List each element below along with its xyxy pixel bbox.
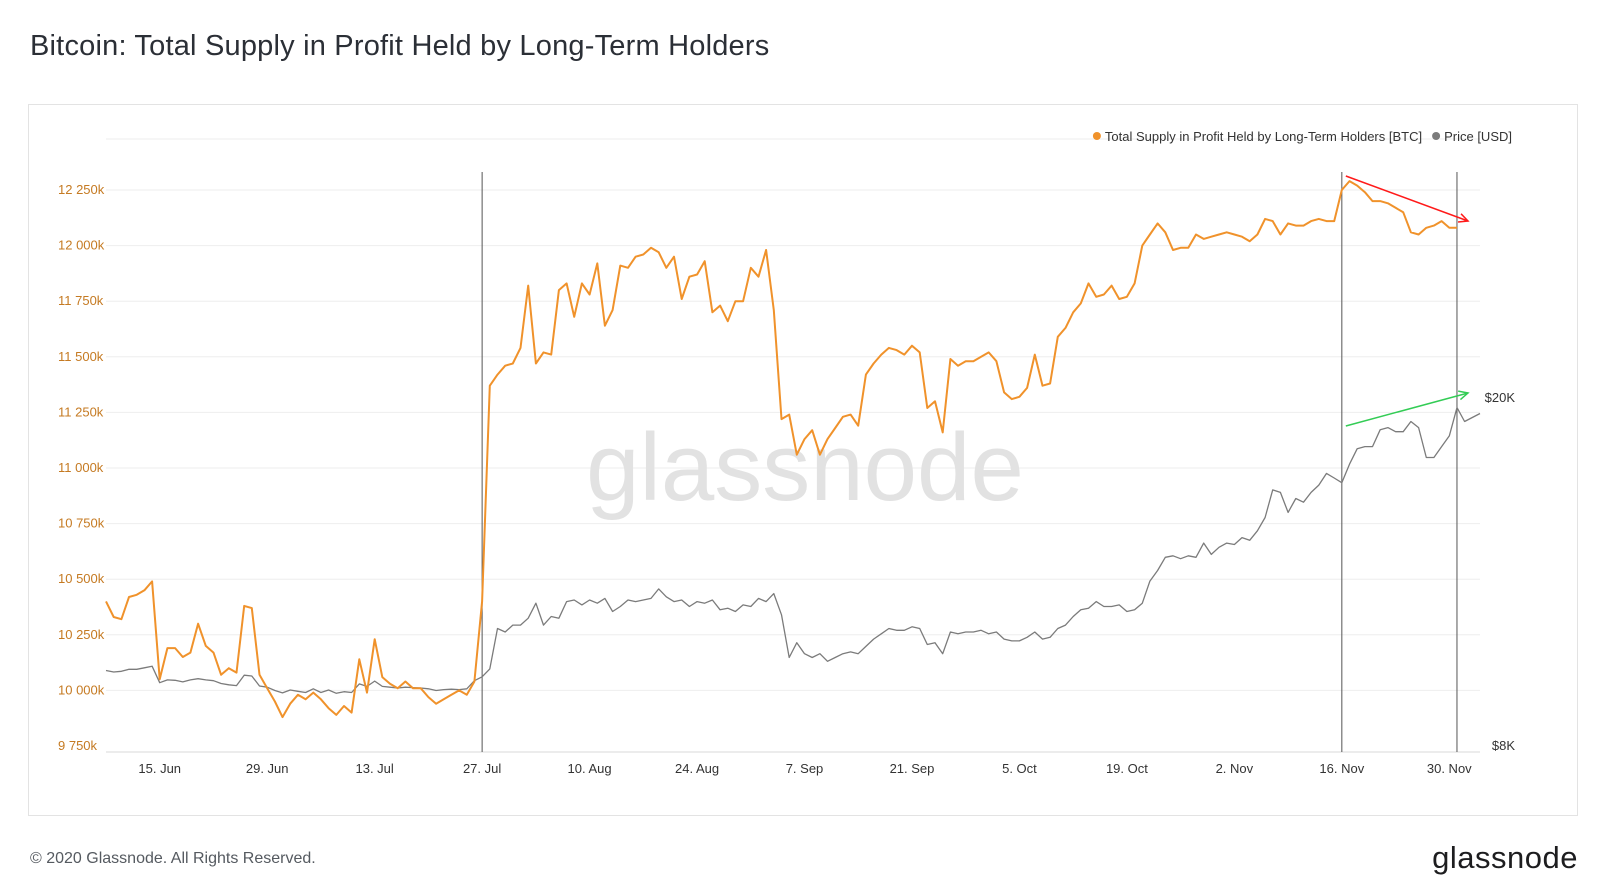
- x-axis-tick-label: 5. Oct: [1002, 761, 1037, 776]
- vertical-markers: [481, 172, 1458, 752]
- red-trend-arrow-shaft: [1345, 175, 1469, 222]
- green-trend-arrow-shaft: [1345, 392, 1469, 427]
- x-axis-tick-label: 27. Jul: [463, 761, 501, 776]
- x-axis-tick-label: 29. Jun: [246, 761, 289, 776]
- y-axis-tick-label: 11 250k: [58, 404, 104, 419]
- watermark: glassnode: [586, 414, 1024, 521]
- x-axis-tick-label: 2. Nov: [1216, 761, 1254, 776]
- x-axis-tick-label: 7. Sep: [786, 761, 824, 776]
- x-axis-tick-label: 13. Jul: [356, 761, 394, 776]
- axis-labels: 9 750k 10 000k 10 250k 10 500k 10 750k 11 000…: [58, 182, 1515, 776]
- y-axis-tick-label: 12 250k: [58, 182, 105, 197]
- legend-marker-price: [1432, 132, 1441, 140]
- page-title: Bitcoin: Total Supply in Profit Held by …: [30, 30, 770, 62]
- y-axis-tick-label: 9 750k: [58, 738, 98, 753]
- green-trend-arrow-head: [1458, 390, 1470, 401]
- x-axis-tick-label: 16. Nov: [1319, 761, 1364, 776]
- y-axis-tick-label: 10 750k: [58, 516, 105, 531]
- y-axis-right-tick-label: $20K: [1485, 390, 1516, 405]
- y-axis-tick-label: 11 500k: [58, 349, 104, 364]
- legend-label-supply: Total Supply in Profit Held by Long-Term…: [1105, 129, 1422, 144]
- glassnode-logo[interactable]: glassnode: [1432, 840, 1578, 875]
- x-axis-tick-label: 21. Sep: [890, 761, 935, 776]
- price-usd-line: [105, 406, 1481, 694]
- y-axis-tick-label: 10 500k: [58, 571, 105, 586]
- x-axis-tick-label: 19. Oct: [1106, 761, 1148, 776]
- red-trend-arrow: [1345, 175, 1470, 223]
- red-trend-arrow-head: [1457, 213, 1470, 223]
- chart-frame: [28, 104, 1578, 816]
- supply-in-profit-line: [105, 180, 1457, 719]
- series-lines: [105, 180, 1481, 719]
- y-axis-right-tick-label: $8K: [1492, 738, 1515, 753]
- x-axis-tick-label: 30. Nov: [1427, 761, 1472, 776]
- legend[interactable]: Price [USD] Total Supply in Profit Held b…: [1092, 129, 1512, 144]
- x-axis-tick-label: 24. Aug: [675, 761, 719, 776]
- trend-arrows: [1345, 175, 1470, 427]
- y-axis-tick-label: 10 000k: [58, 682, 105, 697]
- x-axis-tick-label: 10. Aug: [568, 761, 612, 776]
- grid-lines: [106, 138, 1480, 753]
- legend-marker-supply: [1092, 132, 1101, 140]
- footer-copyright: © 2020 Glassnode. All Rights Reserved.: [30, 850, 316, 867]
- y-axis-tick-label: 11 750k: [58, 293, 104, 308]
- y-axis-tick-label: 11 000k: [58, 460, 104, 475]
- y-axis-tick-label: 10 250k: [58, 627, 105, 642]
- x-axis-tick-label: 15. Jun: [138, 761, 181, 776]
- green-trend-arrow: [1345, 390, 1470, 427]
- y-axis-tick-label: 12 000k: [58, 238, 105, 253]
- legend-label-price: Price [USD]: [1444, 129, 1512, 144]
